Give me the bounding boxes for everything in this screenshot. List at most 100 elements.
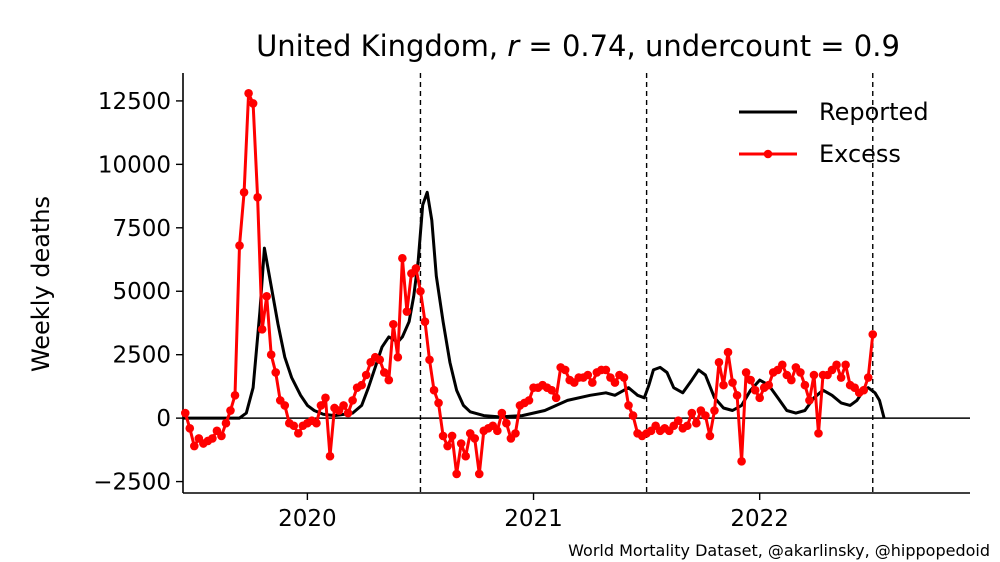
series-point-excess xyxy=(452,469,461,479)
series-point-excess xyxy=(257,325,267,334)
series-point-excess xyxy=(502,418,511,428)
series-point-excess xyxy=(434,398,443,408)
series-point-excess xyxy=(384,375,394,385)
x-tick-label: 2022 xyxy=(730,506,789,532)
series-point-excess xyxy=(235,241,244,250)
series-point-excess xyxy=(325,451,335,461)
series-point-excess xyxy=(805,396,814,405)
series-point-excess xyxy=(438,431,448,441)
series-point-excess xyxy=(271,368,281,377)
series-point-excess xyxy=(560,365,570,375)
x-tick-label: 2021 xyxy=(504,506,563,532)
series-point-excess xyxy=(190,441,199,451)
series-point-excess xyxy=(443,441,452,451)
series-line-reported xyxy=(183,190,886,420)
series-point-excess xyxy=(416,286,425,296)
series-point-excess xyxy=(493,426,502,436)
series-point-excess xyxy=(411,264,421,273)
series-point-excess xyxy=(294,429,303,438)
series-point-excess xyxy=(777,360,787,370)
series-point-excess xyxy=(692,418,701,428)
series-point-excess xyxy=(524,396,534,405)
series-point-excess xyxy=(375,355,385,365)
series-point-excess xyxy=(266,350,276,359)
series-point-excess xyxy=(705,431,715,441)
series-point-excess xyxy=(348,396,357,405)
series-point-excess xyxy=(321,393,330,403)
series-point-excess xyxy=(764,380,774,390)
series-point-excess xyxy=(316,401,326,410)
y-tick-label: 7500 xyxy=(112,216,171,242)
series-point-excess xyxy=(732,390,742,400)
series-point-excess xyxy=(750,385,760,395)
series-point-excess xyxy=(262,292,271,301)
x-tick-label: 2020 xyxy=(278,506,337,532)
y-tick-label: 12500 xyxy=(98,89,171,115)
series-point-excess xyxy=(687,408,697,418)
series-point-excess xyxy=(624,401,633,410)
series-point-excess xyxy=(389,319,398,329)
series-point-excess xyxy=(809,370,819,380)
series-point-excess xyxy=(683,421,692,431)
series-point-excess xyxy=(379,368,389,377)
series-point-excess xyxy=(610,378,620,387)
series-point-excess xyxy=(800,380,810,390)
series-point-excess xyxy=(863,373,873,382)
chart-title: United Kingdom, r = 0.74, undercount = 0… xyxy=(256,29,900,63)
series-point-excess xyxy=(741,368,751,377)
series-point-excess xyxy=(312,418,321,428)
series-point-excess xyxy=(755,393,764,403)
series-point-excess xyxy=(402,307,412,316)
y-tick-label: 10000 xyxy=(98,152,171,178)
series-point-excess xyxy=(551,393,561,403)
series-point-excess xyxy=(253,193,262,202)
series-point-excess xyxy=(339,401,348,410)
series-point-excess xyxy=(832,360,841,370)
series-point-excess xyxy=(425,355,434,365)
series-point-excess xyxy=(836,373,846,382)
series-point-excess xyxy=(217,431,226,441)
series-point-excess xyxy=(601,365,611,375)
y-tick-label: 0 xyxy=(156,406,171,432)
series-point-excess xyxy=(868,330,878,339)
series-point-excess xyxy=(628,411,638,420)
series-point-excess xyxy=(619,373,629,382)
series-point-excess xyxy=(447,431,457,441)
series-point-excess xyxy=(221,418,231,428)
series-point-excess xyxy=(470,434,480,443)
series-point-excess xyxy=(180,408,190,418)
series-point-excess xyxy=(719,380,728,390)
series-point-excess xyxy=(185,423,195,433)
series-point-excess xyxy=(244,89,253,98)
series-point-excess xyxy=(474,469,484,479)
series-point-excess xyxy=(429,385,439,395)
series-point-excess xyxy=(746,375,755,385)
plot-area: −2500 0 2500 5000 7500 10000 12500 2020 2021 2022 xyxy=(93,73,970,532)
series-point-excess xyxy=(701,411,710,420)
series-point-excess xyxy=(511,429,520,438)
legend-label-excess: Excess xyxy=(819,140,901,168)
legend: Reported Excess xyxy=(739,98,929,168)
series-point-excess xyxy=(547,385,556,395)
series-point-excess xyxy=(239,187,249,197)
series-point-excess xyxy=(787,375,796,385)
series-point-excess xyxy=(208,434,217,443)
legend-label-reported: Reported xyxy=(819,98,929,126)
series-point-excess xyxy=(361,370,371,380)
y-tick-label: 5000 xyxy=(112,279,171,305)
series-point-excess xyxy=(497,408,507,418)
y-tick-label: 2500 xyxy=(112,343,171,369)
series-point-excess xyxy=(723,347,733,357)
series-point-excess xyxy=(289,421,299,431)
y-axis-label: Weekly deaths xyxy=(27,196,55,372)
series-point-excess xyxy=(343,408,353,418)
source-credit: World Mortality Dataset, @akarlinsky, @h… xyxy=(568,541,990,560)
series-point-excess xyxy=(728,378,737,387)
series-point-excess xyxy=(420,317,430,327)
series-point-excess xyxy=(673,416,683,425)
y-tick-label: −2500 xyxy=(93,470,171,496)
series-point-excess xyxy=(796,368,805,377)
series-point-excess xyxy=(456,439,466,448)
series-point-excess xyxy=(357,380,366,390)
